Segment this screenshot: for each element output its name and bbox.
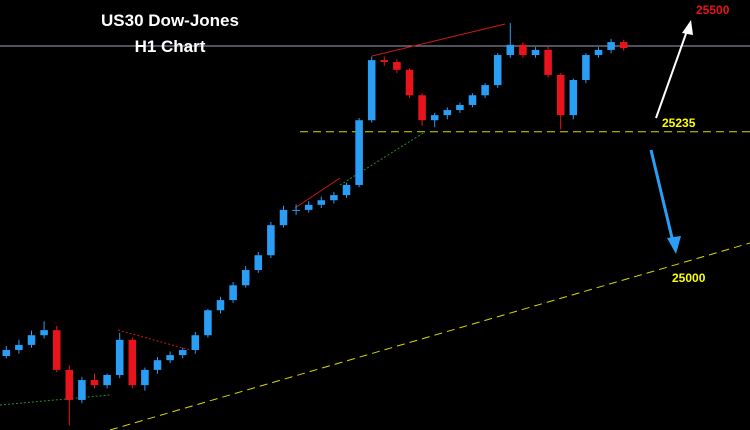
candle-body	[52, 330, 61, 370]
candle-body	[241, 270, 250, 286]
candle-body	[544, 49, 552, 75]
candle-body	[430, 115, 439, 121]
trend-line	[294, 177, 341, 209]
candle-body	[141, 369, 149, 386]
trend-support-line	[109, 242, 750, 430]
candle-body	[493, 55, 502, 86]
candle-body	[15, 344, 23, 351]
candle-body	[443, 110, 452, 116]
candle-body	[166, 355, 174, 361]
candle-body	[393, 61, 401, 70]
candle-body	[619, 42, 628, 49]
support-label: 25235	[662, 116, 696, 130]
candle-body	[317, 200, 326, 205]
candle-body	[191, 335, 200, 351]
trend-line	[117, 329, 191, 351]
candle-body	[90, 380, 99, 386]
candle-body	[292, 209, 300, 211]
trend-line	[371, 23, 506, 57]
candle-body	[380, 60, 389, 62]
candle-body	[405, 69, 414, 96]
candle-body	[2, 350, 11, 357]
candle-body	[506, 44, 515, 56]
candle-body	[569, 79, 578, 116]
arrows	[649, 20, 693, 254]
candle-body	[27, 335, 36, 345]
candle-body	[254, 255, 263, 271]
candle-body	[204, 310, 212, 336]
candle-body	[594, 49, 603, 56]
candle-body	[582, 55, 590, 80]
candle-body	[367, 60, 376, 121]
candle-body	[103, 374, 111, 386]
candle-body	[40, 330, 48, 336]
candle-body	[342, 184, 351, 196]
target-label: 25500	[696, 3, 730, 17]
candle-body	[78, 380, 86, 400]
candle-body	[115, 339, 124, 375]
candle-body	[519, 44, 527, 56]
trend-line	[339, 131, 426, 186]
trend-line	[0, 394, 111, 406]
candle-body	[607, 42, 615, 50]
candle-body	[468, 95, 477, 105]
trend-support-label: 25000	[672, 271, 706, 285]
candle-body	[267, 225, 275, 256]
candle-body	[330, 195, 338, 201]
candle-body	[279, 209, 288, 226]
candle-body	[304, 204, 313, 210]
candle-body	[178, 350, 187, 356]
candle-body	[355, 120, 363, 185]
candle-body	[481, 85, 489, 96]
candle-body	[456, 104, 464, 111]
chart-title: US30 Dow-Jones	[101, 11, 239, 30]
candle-body	[229, 285, 237, 301]
candle-body	[531, 49, 540, 56]
candle-body	[128, 339, 137, 386]
candle-body	[65, 369, 74, 400]
candle-body	[216, 300, 225, 311]
candle-body	[153, 360, 162, 370]
candle-body	[556, 74, 565, 116]
candle-body	[418, 95, 426, 121]
chart-subtitle: H1 Chart	[135, 37, 206, 56]
